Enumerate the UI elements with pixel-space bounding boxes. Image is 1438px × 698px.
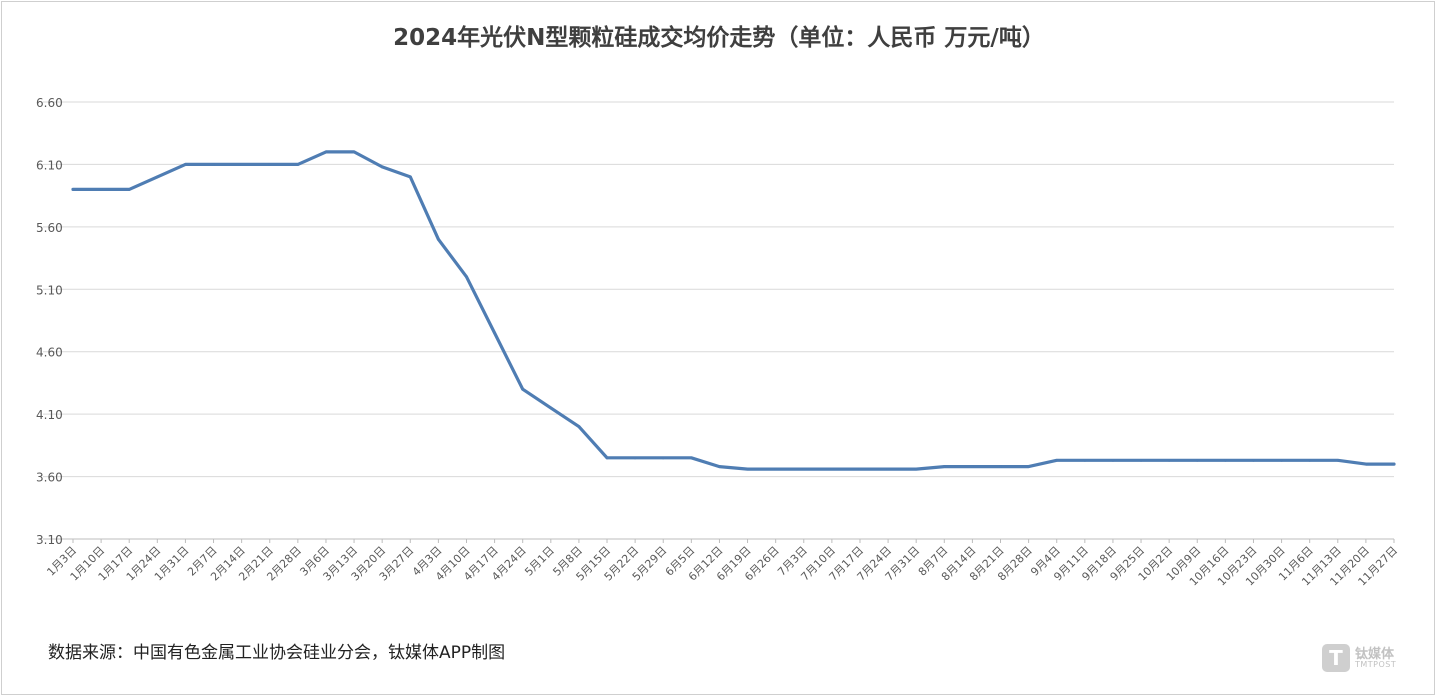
data-point [436, 237, 440, 241]
data-point [212, 163, 215, 166]
data-point [1167, 458, 1171, 462]
x-tick-label: 5月1日 [522, 544, 557, 579]
data-point [886, 467, 890, 471]
data-source-note: 数据来源：中国有色金属工业协会硅业分会，钛媒体APP制图 [48, 643, 506, 663]
logo-mark-icon: T [1322, 644, 1350, 672]
data-point [1252, 458, 1255, 462]
data-point [1139, 458, 1143, 462]
data-point [296, 163, 300, 166]
data-point [746, 467, 749, 471]
data-point [1336, 458, 1340, 462]
data-point [942, 465, 946, 468]
data-point [549, 406, 553, 410]
data-point [99, 188, 103, 191]
data-point [71, 188, 75, 191]
y-tick-label: 6.10 [36, 158, 63, 172]
data-point [718, 465, 721, 468]
data-point [971, 465, 974, 468]
data-point [408, 175, 412, 179]
data-point [914, 467, 918, 471]
data-point [661, 456, 665, 460]
data-point [380, 165, 384, 169]
y-tick-label: 6.60 [36, 96, 63, 110]
logo-name-en: TMTPOST [1355, 660, 1397, 669]
logo-name-cn: 钛媒体 [1355, 647, 1395, 662]
y-tick-label: 3.10 [36, 533, 63, 547]
data-point [802, 467, 806, 471]
data-point [774, 467, 778, 471]
data-point [1083, 458, 1087, 462]
data-point [999, 465, 1002, 468]
data-point [493, 331, 496, 335]
chart-title: 2024年光伏N型颗粒硅成交均价走势（单位：人民币 万元/吨） [393, 25, 1045, 51]
data-point [1195, 458, 1199, 462]
tmtpost-logo: T 钛媒体 TMTPOST [1322, 642, 1402, 674]
data-point [1027, 465, 1031, 468]
data-point [1111, 458, 1115, 462]
y-tick-label: 4.60 [36, 346, 63, 360]
data-point [577, 425, 581, 429]
data-point [1364, 462, 1368, 466]
data-point [268, 163, 272, 166]
y-tick-label: 3.60 [36, 471, 63, 485]
data-point [1055, 458, 1059, 462]
data-point [830, 467, 834, 471]
data-point [352, 150, 356, 154]
data-point [240, 163, 244, 166]
data-point [858, 467, 862, 471]
data-point [184, 163, 187, 166]
data-point [521, 387, 525, 391]
y-tick-label: 5.60 [36, 221, 63, 235]
data-point [633, 456, 637, 460]
data-point [1280, 458, 1283, 462]
data-point [155, 175, 159, 179]
data-point [127, 188, 131, 191]
y-tick-label: 4.10 [36, 408, 63, 422]
data-point [605, 456, 609, 460]
y-tick-label: 5.10 [36, 283, 63, 297]
data-point [465, 275, 468, 279]
data-point [324, 150, 328, 154]
series-line [71, 150, 1396, 471]
data-point [1308, 458, 1312, 462]
data-point [1223, 458, 1227, 462]
data-point [689, 456, 693, 460]
data-point [1392, 462, 1396, 466]
